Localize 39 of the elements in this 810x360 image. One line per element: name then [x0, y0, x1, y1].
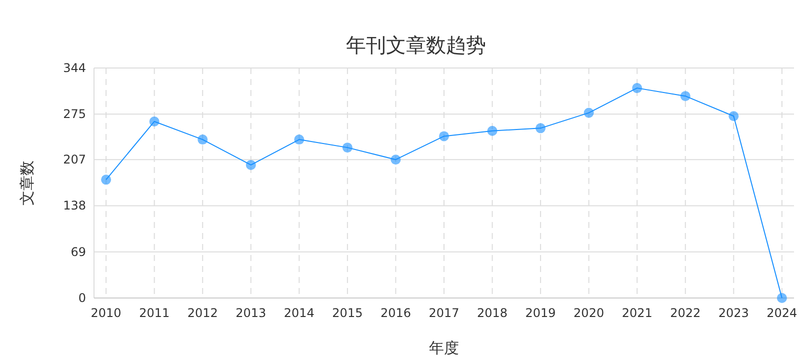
- x-tick-label: 2020: [574, 306, 604, 320]
- point: [294, 134, 304, 145]
- y-tick-label: 275: [63, 107, 86, 122]
- x-tick-label: 2022: [670, 306, 701, 320]
- x-axis-title: 年度: [429, 339, 459, 357]
- point: [632, 83, 642, 94]
- x-tick-label: 2014: [284, 306, 314, 320]
- x-tick-label: 2016: [380, 306, 411, 320]
- point: [101, 174, 112, 185]
- point: [680, 91, 690, 102]
- point: [776, 293, 787, 303]
- x-tick-label: 2012: [187, 306, 218, 320]
- x-tick-label: 2010: [90, 306, 122, 320]
- point: [439, 131, 449, 142]
- point: [584, 108, 594, 118]
- x-tick-label: 2013: [236, 306, 266, 320]
- point: [487, 126, 498, 136]
- point: [536, 123, 546, 134]
- x-tick-label: 2024: [766, 306, 798, 320]
- point: [198, 134, 208, 145]
- x-tick-label: 2023: [718, 306, 749, 320]
- y-tick-label: 344: [63, 61, 86, 75]
- point: [342, 142, 352, 153]
- y-tick-label: 207: [63, 152, 86, 167]
- x-tick-label: 2011: [139, 306, 170, 320]
- point: [149, 116, 160, 126]
- y-tick-label: 69: [70, 244, 86, 259]
- x-tick-label: 2017: [428, 306, 460, 320]
- point: [390, 154, 401, 165]
- x-tick-label: 2015: [332, 306, 363, 320]
- y-tick-label: 138: [63, 198, 86, 213]
- chart-title: 年刊文章数趋势: [346, 33, 486, 57]
- y-axis-title: 文章数: [18, 160, 36, 206]
- x-tick-label: 2021: [622, 306, 652, 320]
- point: [728, 111, 739, 122]
- x-tick-label: 2018: [477, 306, 508, 320]
- point: [246, 160, 256, 170]
- x-tick-label: 2019: [525, 306, 556, 320]
- y-tick-label: 0: [78, 291, 86, 305]
